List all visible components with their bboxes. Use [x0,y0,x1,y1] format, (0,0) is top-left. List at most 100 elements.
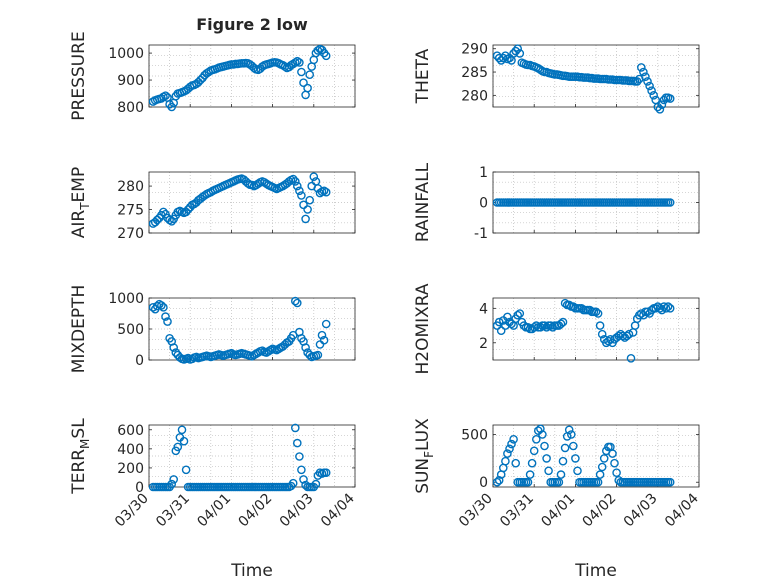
data-point [599,454,609,463]
y-axis-label: TERRMSL [69,418,92,495]
data-point [290,177,300,186]
data-point [647,86,656,95]
data-point [292,438,302,448]
y-axis-label-main: THETA [413,48,433,104]
data-point [655,303,665,313]
data-point [573,466,582,476]
y-tick-label: 290 [461,42,488,58]
x-tick-label: 03/30 [456,491,496,531]
data-point [645,81,654,91]
y-tick-label: 900 [117,73,144,89]
panel-sun_flux: 0 500 03/30 03/31 04/01 04/02 04/03 04/04 Time SU… [413,418,702,581]
data-point [532,434,541,444]
data-point [297,465,306,475]
data-point [299,78,308,87]
data-point [169,475,178,484]
data-point [595,470,605,479]
x-tick-label: 04/04 [318,490,358,530]
y-tick-label: 1000 [108,291,144,307]
y-tick-label: 1 [479,165,488,181]
series-points [148,172,331,228]
x-tick-label: 03/31 [153,491,193,531]
y-axis-label-main: AIR [69,210,89,239]
data-point [301,343,310,352]
data-point [525,470,535,479]
y-axis-label-main: MIXDEPTH [69,285,89,374]
data-point [253,179,263,188]
x-tick-label: 03/30 [112,491,152,531]
data-point [661,303,671,313]
axes-box [492,424,700,488]
panel-theta: 280 285 290 THETA [413,42,700,114]
data-point [540,441,549,451]
data-point [305,350,315,360]
y-tick-label: 280 [117,179,144,195]
data-point [303,83,312,93]
data-point [496,56,506,65]
x-tick-label: 04/01 [194,491,234,531]
data-point [544,466,553,476]
data-point [542,322,551,332]
data-point [529,446,539,456]
data-point [643,307,652,317]
data-point [301,90,310,100]
data-point [564,425,574,435]
y-tick-label: 600 [117,423,144,439]
data-point [641,72,650,81]
series-points [148,44,331,112]
y-axis-label-suffix: EMP [69,167,89,203]
y-axis-label: MIXDEPTH [69,285,89,374]
data-point [509,434,518,444]
series-points [492,298,675,363]
data-point [152,301,162,311]
data-point [523,322,533,332]
data-point [546,321,556,330]
y-tick-label: 0 [479,196,488,212]
data-point [319,335,329,345]
data-point [523,477,533,487]
y-axis-label: PRESSURE [69,31,89,120]
data-point [288,478,298,488]
data-point [295,58,304,67]
data-point [569,441,578,451]
data-point [171,348,181,357]
y-tick-label: 500 [117,322,144,338]
data-point [159,302,168,312]
data-point [622,331,632,341]
data-point [513,310,523,320]
data-point [315,188,325,198]
data-point [177,425,187,435]
data-point [295,186,304,196]
data-point [305,70,315,79]
axes-box [492,44,700,108]
data-point [593,477,603,487]
x-tick-label: 04/04 [662,490,702,530]
data-point [659,95,669,105]
data-point [494,475,504,485]
data-point [515,309,525,318]
panel-terr_msl: 0 200 400 600 03/30 03/31 04/01 04/02 04/03 04/04… [69,418,358,581]
data-point [558,456,568,466]
data-point [157,301,166,310]
y-tick-label: 1000 [108,46,144,62]
panel-air_temp: 270 275 280 AIRTEMP [69,167,356,242]
data-point [595,321,605,330]
y-axis-label: SUNFLUX [413,418,436,494]
data-point [554,477,564,487]
data-point [181,465,191,475]
data-point [591,307,601,317]
data-point [665,198,675,207]
data-point [173,442,183,452]
data-point [167,216,176,226]
data-point [297,191,306,200]
y-axis-label-suffix: LUX [413,418,433,451]
data-point [152,215,162,225]
panel-h2omixra: 2 4 H2OMIXRA [413,283,700,375]
y-tick-label: -1 [474,226,488,242]
data-point [159,207,168,217]
data-point [626,353,636,363]
data-point [161,91,170,100]
data-point [496,326,506,336]
y-tick-label: 500 [461,428,488,444]
axes-box [492,297,700,361]
